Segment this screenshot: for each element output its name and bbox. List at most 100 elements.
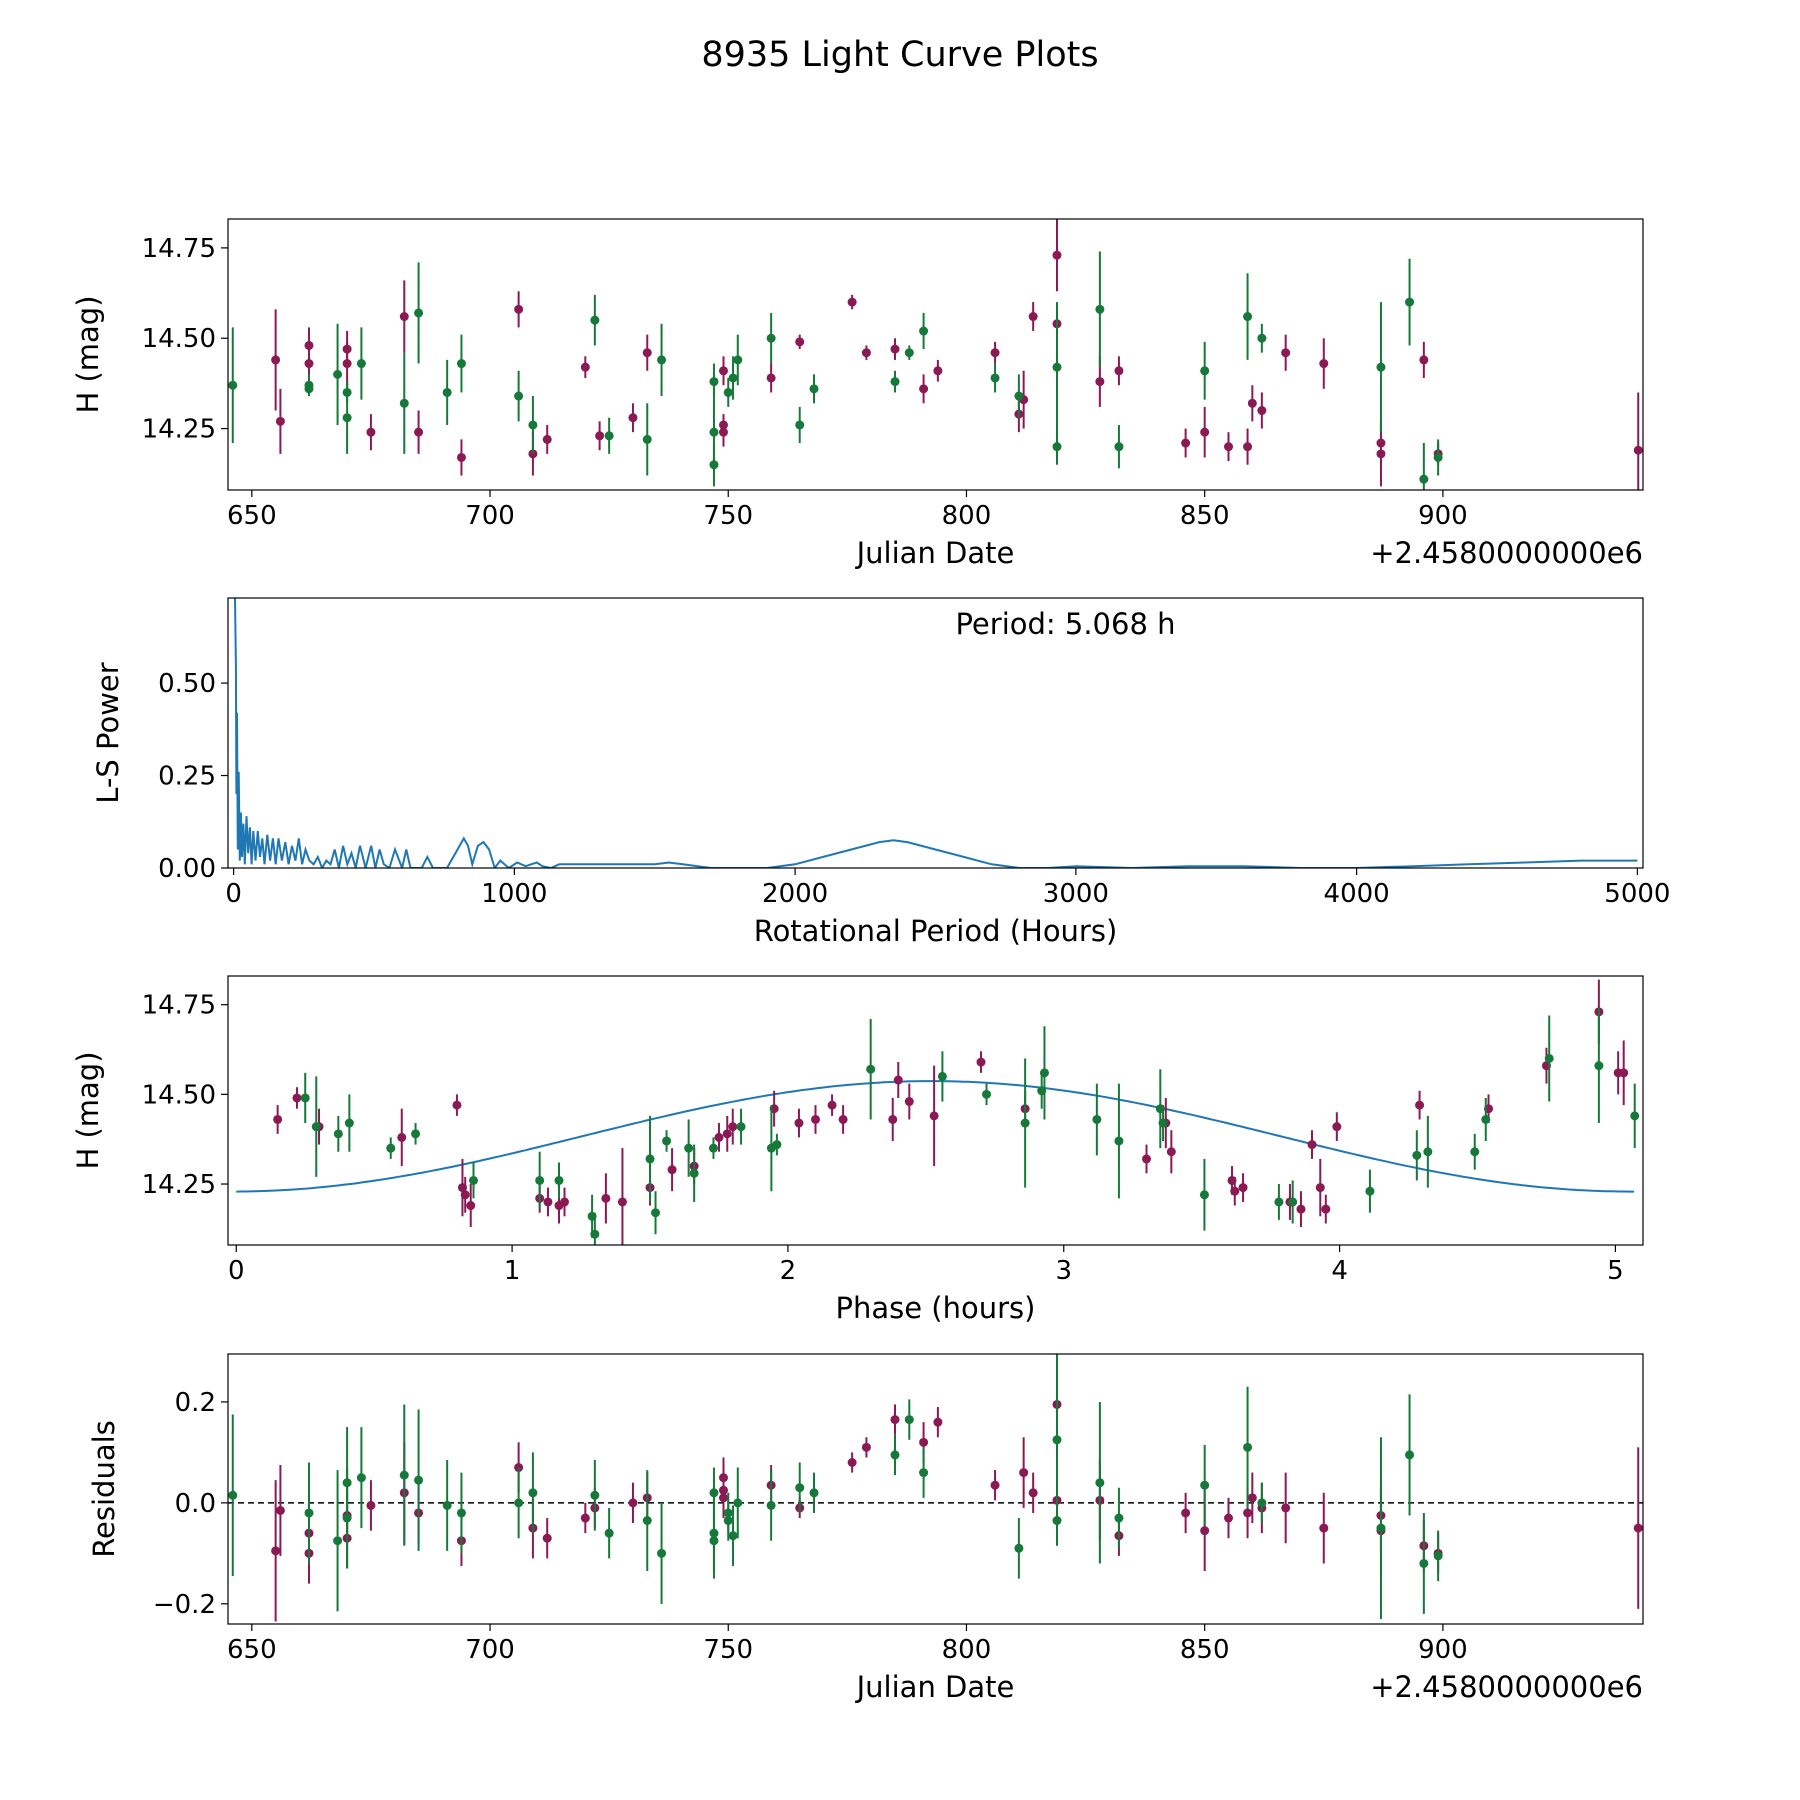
p4-data-point	[580, 1513, 590, 1523]
p4-y-tick-label: −0.2	[153, 1590, 216, 1620]
p1-data-point	[1376, 362, 1386, 372]
p1-data-point	[890, 344, 900, 354]
p4-data-point	[1028, 1488, 1038, 1498]
p3-data-point	[651, 1208, 661, 1218]
p1-data-point	[456, 452, 466, 462]
p1-data-point	[1028, 312, 1038, 322]
p3-data-point	[976, 1057, 986, 1067]
p4-data-point	[456, 1508, 466, 1518]
p4-data-point	[304, 1508, 314, 1518]
p1-data-point	[1633, 445, 1643, 455]
p3-y-tick-label: 14.25	[142, 1170, 216, 1200]
p1-data-point	[990, 348, 1000, 358]
p1-data-point	[809, 384, 819, 394]
p1-x-axis-label: Julian Date	[855, 536, 1015, 570]
p1-data-point	[366, 427, 376, 437]
p1-data-point	[1114, 442, 1124, 452]
p3-data-point	[1630, 1111, 1640, 1121]
p4-data-point	[590, 1490, 600, 1500]
p3-data-point	[1332, 1122, 1342, 1132]
p4-data-point	[542, 1533, 552, 1543]
p3-data-point	[866, 1064, 876, 1074]
p3-x-axis-label: Phase (hours)	[836, 1291, 1036, 1325]
p4-data-point	[1095, 1478, 1105, 1488]
p4-data-point	[1433, 1551, 1443, 1561]
p1-data-point	[1200, 427, 1210, 437]
p1-data-point	[1257, 333, 1267, 343]
p2-x-tick-label: 5000	[1604, 879, 1670, 909]
p3-x-tick-label: 0	[228, 1256, 245, 1286]
p4-data-point	[528, 1488, 538, 1498]
p3-plot-area	[236, 979, 1640, 1245]
p3-data-point	[904, 1097, 914, 1107]
p4-data-point	[414, 1475, 424, 1485]
p4-data-point	[642, 1516, 652, 1526]
p3-series-band-b	[300, 1008, 1640, 1245]
p4-series-band-b	[228, 1354, 1443, 1619]
p3-data-point	[827, 1100, 837, 1110]
p2-x-tick-label: 3000	[1043, 879, 1109, 909]
p4-data-point	[1200, 1526, 1210, 1536]
p3-data-point	[468, 1175, 478, 1185]
p4-data-point	[861, 1442, 871, 1452]
p1-data-point	[342, 359, 352, 369]
p3-data-point	[411, 1129, 421, 1139]
p1-data-point	[542, 434, 552, 444]
p1-data-point	[1247, 398, 1257, 408]
p3-data-point	[645, 1154, 655, 1164]
p1-data-point	[728, 373, 738, 383]
p4-x-axis-label: Julian Date	[855, 1670, 1015, 1704]
p4-data-point	[1257, 1498, 1267, 1508]
p4-data-point	[333, 1536, 343, 1546]
p4-data-point	[657, 1548, 667, 1558]
p4-y-tick-label: 0.2	[175, 1388, 216, 1418]
p3-x-tick-label: 5	[1607, 1256, 1624, 1286]
p1-series-band-b	[228, 251, 1443, 490]
p4-data-point	[356, 1473, 366, 1483]
p2-y-tick-label: 0.25	[158, 762, 216, 792]
p1-data-point	[657, 355, 667, 365]
p1-data-point	[442, 387, 452, 397]
p4-data-point	[890, 1415, 900, 1425]
p1-data-point	[1014, 391, 1024, 401]
p3-data-point	[708, 1143, 718, 1153]
p1-data-point	[590, 315, 600, 325]
p3-data-point	[929, 1111, 939, 1121]
p3-data-point	[1307, 1140, 1317, 1150]
p1-x-tick-label: 750	[703, 501, 753, 531]
p2-panel: 0 1000 2000 3000 4000 5000 0.00 0.25 0.50 Rotatio…	[91, 597, 1670, 948]
p4-data-point	[1376, 1523, 1386, 1533]
p3-data-point	[452, 1100, 462, 1110]
p1-data-point	[342, 413, 352, 423]
p1-data-point	[604, 431, 614, 441]
p3-data-point	[590, 1229, 600, 1239]
p3-data-point	[601, 1193, 611, 1203]
p1-data-point	[709, 427, 719, 437]
p3-data-point	[662, 1136, 672, 1146]
p1-data-point	[1052, 362, 1062, 372]
p1-x-tick-label: 900	[1418, 501, 1468, 531]
p1-data-point	[1376, 449, 1386, 459]
p3-data-point	[1594, 1061, 1604, 1071]
p3-data-point	[1423, 1147, 1433, 1157]
p1-data-point	[642, 348, 652, 358]
p4-data-point	[514, 1498, 524, 1508]
p3-data-point	[617, 1197, 627, 1207]
p3-data-point	[1296, 1204, 1306, 1214]
p4-data-point	[1019, 1468, 1029, 1478]
p3-data-point	[714, 1132, 724, 1142]
p1-data-point	[356, 359, 366, 369]
p1-data-point	[628, 413, 638, 423]
p4-y-axis-label: Residuals	[87, 1420, 121, 1558]
p3-y-tick-label: 14.50	[142, 1080, 216, 1110]
p1-plot-area	[228, 219, 1643, 490]
p4-x-tick-label: 700	[465, 1635, 515, 1665]
p3-data-point	[1092, 1114, 1102, 1124]
p4-data-point	[795, 1483, 805, 1493]
p4-data-point	[728, 1531, 738, 1541]
p4-data-point	[1243, 1508, 1253, 1518]
p4-data-point	[990, 1480, 1000, 1490]
p4-data-point	[275, 1505, 285, 1515]
